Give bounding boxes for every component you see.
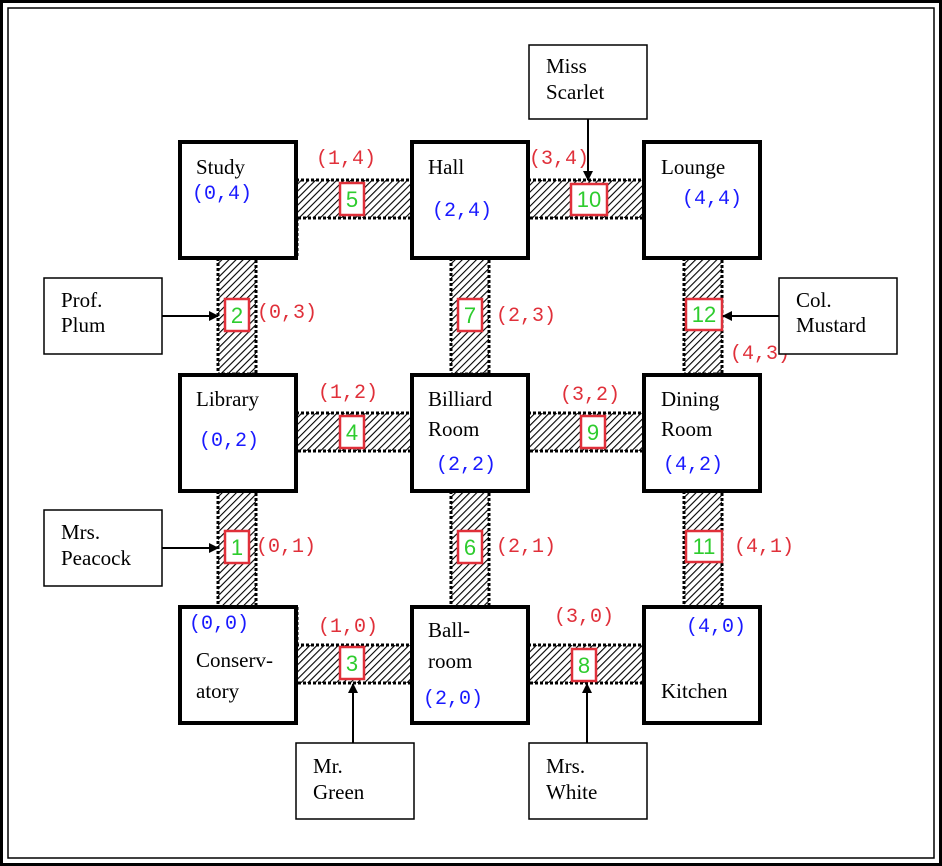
room-conservatory — [178, 605, 298, 725]
hallway-coord-9: (3,2) — [560, 384, 620, 407]
room-name-study: Study — [196, 155, 246, 179]
callout-mustard-line1: Col. — [796, 288, 832, 312]
room-coord-kitchen: (4,0) — [686, 616, 746, 639]
callout-box-scarlet — [528, 44, 648, 120]
callout-peacock-line1: Mrs. — [61, 520, 100, 544]
hallway-box-4 — [338, 414, 366, 450]
hallway-number-10: 10 — [577, 187, 601, 212]
hallway-coord-4: (1,2) — [318, 382, 378, 405]
room-coord-billiard: (2,2) — [436, 454, 496, 477]
room-library — [178, 373, 298, 493]
callout-scarlet-line2: Scarlet — [546, 80, 604, 104]
hallway-box-7 — [456, 297, 484, 333]
hallway-box-9 — [579, 414, 607, 450]
room-names: Study Hall Lounge Library Billiard Room … — [196, 155, 728, 703]
callout-scarlet-line1: Miss — [546, 54, 587, 78]
room-name-ballroom-2: room — [428, 649, 472, 673]
hallway-number-11: 11 — [693, 534, 716, 559]
room-name-lounge: Lounge — [661, 155, 725, 179]
hallway-coord-8: (3,0) — [554, 606, 614, 629]
hallway-box-6 — [456, 529, 484, 565]
callout-box-peacock — [43, 509, 163, 587]
room-name-conservatory-2: atory — [196, 679, 240, 703]
hallway-number-12: 12 — [692, 302, 716, 327]
callout-white-line1: Mrs. — [546, 754, 585, 778]
hallway-number-1: 1 — [231, 535, 243, 560]
callout-plum-line2: Plum — [61, 313, 105, 337]
callout-green-line1: Mr. — [313, 754, 343, 778]
hallway-box-10 — [569, 182, 609, 217]
character-callouts: Miss Scarlet Prof. Plum Col. Mustard Mrs… — [43, 44, 898, 820]
hallway-number-5: 5 — [346, 187, 358, 212]
callout-box-mustard — [778, 277, 898, 355]
callout-box-plum — [43, 277, 163, 355]
room-ballroom — [410, 605, 530, 725]
room-name-kitchen: Kitchen — [661, 679, 728, 703]
hallway-box-5 — [338, 181, 366, 217]
room-coord-conservatory: (0,0) — [189, 613, 249, 636]
room-name-billiard-1: Billiard — [428, 387, 493, 411]
room-coord-hall: (2,4) — [432, 200, 492, 223]
hallway-number-7: 7 — [464, 303, 476, 328]
hallway-number-8: 8 — [578, 653, 590, 678]
hallway-number-4: 4 — [346, 420, 358, 445]
hallway-coord-5: (1,4) — [316, 148, 376, 171]
room-coordinates: (0,4) (2,4) (4,4) (0,2) (2,2) (4,2) (0,0… — [189, 183, 746, 711]
room-name-billiard-2: Room — [428, 417, 479, 441]
room-name-dining-2: Room — [661, 417, 712, 441]
hallway-numbers: 1 2 3 4 5 6 7 8 9 10 11 12 — [231, 187, 716, 678]
hallway-box-1 — [223, 529, 251, 565]
hallway-coord-1: (0,1) — [256, 536, 316, 559]
room-coord-study: (0,4) — [192, 183, 252, 206]
room-dining — [642, 373, 762, 493]
hallway-number-3: 3 — [346, 651, 358, 676]
room-name-dining-1: Dining — [661, 387, 720, 411]
room-coord-lounge: (4,4) — [682, 188, 742, 211]
callout-plum-line1: Prof. — [61, 288, 102, 312]
hallway-coord-11: (4,1) — [734, 536, 794, 559]
callout-green-line2: Green — [313, 780, 365, 804]
hallway-box-3 — [338, 645, 366, 681]
room-coord-ballroom: (2,0) — [423, 688, 483, 711]
callout-box-white — [528, 742, 648, 820]
hallway-number-2: 2 — [231, 303, 243, 328]
hallway-coord-2: (0,3) — [257, 302, 317, 325]
inner-border — [7, 7, 935, 859]
room-coord-dining: (4,2) — [663, 454, 723, 477]
hallway-coord-3: (1,0) — [318, 616, 378, 639]
room-name-hall: Hall — [428, 155, 464, 179]
room-kitchen — [642, 605, 762, 725]
callout-box-green — [295, 742, 415, 820]
room-billiard — [410, 373, 530, 493]
hallway-coord-10: (3,4) — [529, 148, 589, 171]
room-study — [178, 140, 298, 260]
callout-mustard-line2: Mustard — [796, 313, 866, 337]
callout-peacock-line2: Peacock — [61, 546, 131, 570]
hallway-number-9: 9 — [587, 420, 599, 445]
room-name-conservatory-1: Conserv- — [196, 648, 273, 672]
hallway-box-2 — [223, 297, 251, 333]
room-hall — [410, 140, 530, 260]
hallway-box-11 — [684, 529, 724, 564]
hallway-box-12 — [684, 297, 724, 332]
hallway-coord-6: (2,1) — [496, 536, 556, 559]
hallway-box-8 — [570, 647, 598, 683]
rooms — [178, 140, 762, 725]
hallway-coord-7: (2,3) — [496, 305, 556, 328]
hallway-coordinates: (0,1) (0,3) (1,0) (1,2) (1,4) (2,1) (2,3… — [256, 148, 794, 639]
room-name-ballroom-1: Ball- — [428, 618, 470, 642]
room-name-library: Library — [196, 387, 259, 411]
hallway-number-6: 6 — [464, 535, 476, 560]
hallway-number-boxes — [223, 181, 724, 683]
room-coord-library: (0,2) — [199, 430, 259, 453]
hallway-coord-12: (4,3) — [730, 343, 790, 366]
room-lounge — [642, 140, 762, 260]
callout-white-line2: White — [546, 780, 597, 804]
